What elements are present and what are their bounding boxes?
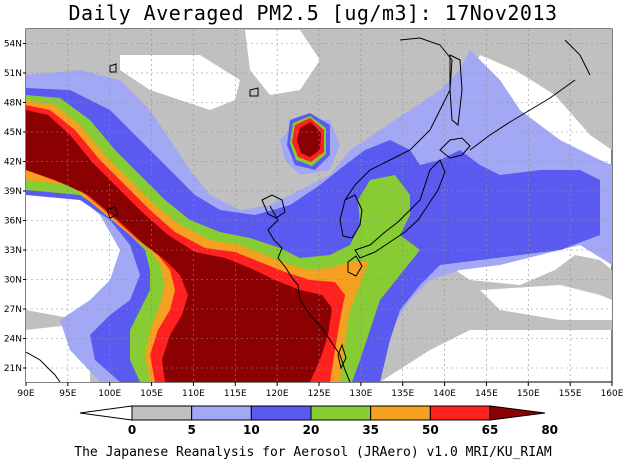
colorbar-label: 0: [128, 423, 136, 437]
colorbar-swatch: [250, 405, 312, 421]
coastlines: [26, 37, 591, 382]
lon-label: 135E: [391, 389, 414, 399]
lon-label: 155E: [559, 389, 582, 399]
lake-1: [106, 206, 119, 219]
coast-japan-honshu: [354, 159, 446, 259]
colorbar-swatch: [310, 405, 372, 421]
field-darkred-2: [297, 122, 321, 157]
coast-japan-hokkaido: [439, 137, 471, 159]
colorbar-label: 65: [482, 423, 499, 437]
lon-label: 120E: [266, 389, 289, 399]
lat-label: 48N: [4, 99, 22, 109]
field-darkred: [26, 110, 332, 382]
colorbar: 0 5 10 20 35 50 65 80: [79, 405, 558, 437]
lat-label: 51N: [4, 69, 22, 79]
lake-3: [249, 87, 259, 97]
lon-label: 115E: [224, 389, 247, 399]
lon-label: 160E: [601, 389, 624, 399]
coast-kamchatka: [564, 39, 591, 76]
lon-label: 110E: [182, 389, 205, 399]
lat-label: 36N: [4, 217, 22, 227]
lon-label: 90E: [17, 389, 34, 399]
concentration-fields: [26, 29, 612, 382]
lon-label: 125E: [308, 389, 331, 399]
colorbar-label: 5: [187, 423, 195, 437]
grid-lines: [26, 29, 612, 382]
field-white-4: [480, 285, 612, 320]
lon-label: 95E: [59, 389, 76, 399]
lat-label: 27N: [4, 305, 22, 315]
coast-kyushu: [347, 255, 363, 277]
coast-bohai: [261, 194, 286, 219]
lat-label: 21N: [4, 364, 22, 374]
lat-label: 54N: [4, 40, 22, 50]
colorbar-swatch: [429, 405, 491, 421]
longitude-labels: 90E 95E 100E 105E 110E 115E 120E 125E 130E 135E 14…: [17, 382, 624, 399]
coast-china: [267, 205, 351, 382]
lon-label: 105E: [140, 389, 163, 399]
lat-label: 42N: [4, 158, 22, 168]
coast-kuril: [469, 79, 576, 151]
footer-credit: The Japanese Reanalysis for Aerosol (JRA…: [74, 445, 552, 460]
field-white-2: [120, 55, 240, 110]
lon-label: 150E: [517, 389, 540, 399]
lon-label: 140E: [433, 389, 456, 399]
colorbar-label: 20: [303, 423, 320, 437]
colorbar-swatch: [191, 405, 252, 421]
colorbar-over-triangle: [489, 405, 546, 421]
lat-label: 33N: [4, 246, 22, 256]
colorbar-under-triangle: [79, 405, 133, 421]
coast-russia: [344, 37, 453, 201]
plot-title: Daily Averaged PM2.5 [ug/m3]: 17Nov2013: [68, 1, 558, 25]
lat-label: 24N: [4, 335, 22, 345]
latitude-labels: 21N 24N 27N 30N 33N 36N 39N 42N 45N 48N 51N 54N: [4, 40, 26, 374]
lon-label: 145E: [475, 389, 498, 399]
lake-2: [109, 63, 117, 73]
lon-label: 100E: [98, 389, 121, 399]
lat-label: 39N: [4, 187, 22, 197]
field-white-3: [245, 30, 320, 95]
colorbar-swatch: [370, 405, 431, 421]
lon-label: 130E: [349, 389, 372, 399]
colorbar-label: 80: [541, 423, 558, 437]
colorbar-label: 35: [362, 423, 379, 437]
lat-label: 45N: [4, 128, 22, 138]
colorbar-swatch: [131, 405, 193, 421]
colorbar-label: 10: [243, 423, 260, 437]
lat-label: 30N: [4, 276, 22, 286]
coast-korea: [339, 194, 363, 239]
colorbar-label: 50: [422, 423, 439, 437]
coast-indochina: [26, 351, 61, 382]
coast-taiwan: [337, 343, 347, 370]
